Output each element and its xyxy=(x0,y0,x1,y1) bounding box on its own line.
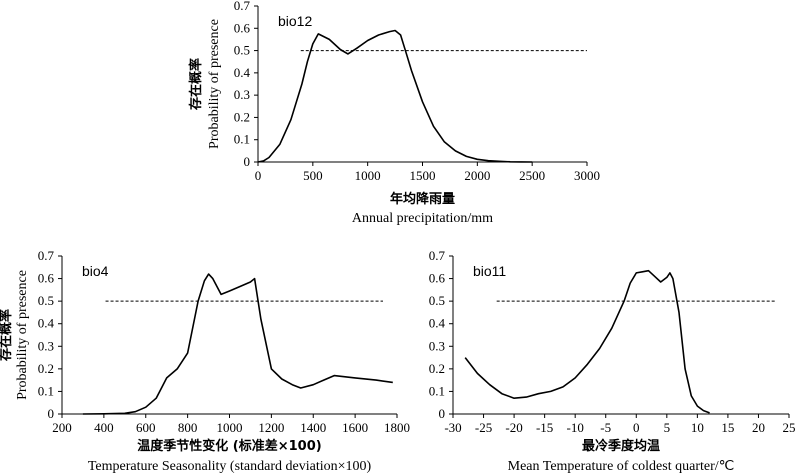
y-tick-label: 0.4 xyxy=(429,316,446,331)
x-tick-label: 200 xyxy=(52,420,72,435)
x-tick-label: 2000 xyxy=(464,168,490,183)
chart-panel-bio12: 0 0.1 0.2 0.3 0.4 0.5 0.6 0.7 0 500 1000 1500 2000 25… xyxy=(188,0,600,226)
x-axis-label: Annual precipitation/mm xyxy=(352,211,493,226)
y-tick-label: 0.3 xyxy=(429,338,445,353)
y-tick-label: 0 xyxy=(48,406,55,421)
y-tick-label: 0.7 xyxy=(234,0,251,13)
x-axis-label-cn: 年均降雨量 xyxy=(390,191,455,207)
x-tick-label: 5 xyxy=(664,420,671,435)
x-axis-label-cn: 温度季节性变化 (标准差×100) xyxy=(137,438,321,454)
x-tick-label: 1000 xyxy=(355,168,381,183)
y-axis-label: Probability of presence xyxy=(207,19,222,149)
y-tick-label: 0.2 xyxy=(429,361,445,376)
chart-panel-bio11: 0 0.1 0.2 0.3 0.4 0.5 0.6 0.7 -30 -25 -20 -15 -10 -5 0… xyxy=(429,248,796,474)
x-axis-label: Temperature Seasonality (standard deviat… xyxy=(88,459,372,474)
x-tick-label: 1200 xyxy=(258,420,284,435)
x-tick-label: 1800 xyxy=(384,420,410,435)
y-tick-label: 0.2 xyxy=(234,109,250,124)
y-tick-label: 0 xyxy=(244,154,251,169)
y-axis-label-cn: 存在概率 xyxy=(0,309,14,361)
y-tick-label: 0.6 xyxy=(234,20,251,35)
x-tick-label: 1600 xyxy=(342,420,368,435)
x-tick-label: 500 xyxy=(303,168,323,183)
x-tick-label: 2500 xyxy=(519,168,545,183)
x-tick-label: 3000 xyxy=(574,168,600,183)
y-tick-label: 0.6 xyxy=(429,271,446,286)
x-tick-label: -10 xyxy=(567,420,584,435)
x-axis-label: Mean Temperature of coldest quarter/℃ xyxy=(508,459,735,474)
x-tick-label: -30 xyxy=(444,420,461,435)
x-tick-label: 15 xyxy=(721,420,734,435)
x-tick-label: 0 xyxy=(255,168,262,183)
y-tick-label: 0.1 xyxy=(38,383,54,398)
x-tick-label: 1500 xyxy=(410,168,436,183)
y-tick-label: 0.6 xyxy=(38,271,55,286)
x-tick-label: 25 xyxy=(783,420,796,435)
y-tick-label: 0.1 xyxy=(234,132,250,147)
y-tick-label: 0.3 xyxy=(38,338,54,353)
y-tick-label: 0.7 xyxy=(38,248,55,263)
x-tick-label: 1000 xyxy=(217,420,243,435)
panel-title: bio12 xyxy=(278,13,312,29)
y-tick-label: 0.3 xyxy=(234,87,250,102)
response-curve xyxy=(464,269,710,414)
y-tick-label: 0.4 xyxy=(38,316,55,331)
x-tick-label: -25 xyxy=(475,420,492,435)
y-tick-label: 0.4 xyxy=(234,65,251,80)
y-tick-label: 0.2 xyxy=(38,361,54,376)
y-tick-label: 0.5 xyxy=(234,43,250,58)
x-tick-label: 600 xyxy=(136,420,156,435)
y-tick-label: 0 xyxy=(439,406,446,421)
y-tick-label: 0.5 xyxy=(429,293,445,308)
y-axis-label-cn: 存在概率 xyxy=(188,58,204,110)
x-tick-label: -5 xyxy=(600,420,611,435)
x-axis-label-cn: 最冷季度均温 xyxy=(582,438,660,454)
y-tick-label: 0.5 xyxy=(38,293,54,308)
y-tick-label: 0.1 xyxy=(429,383,445,398)
x-tick-label: 10 xyxy=(691,420,704,435)
response-curve xyxy=(82,273,393,415)
y-axis-label: Probability of presence xyxy=(15,270,30,400)
y-tick-label: 0.7 xyxy=(429,248,446,263)
x-tick-label: 20 xyxy=(752,420,765,435)
x-tick-label: -15 xyxy=(536,420,553,435)
x-tick-label: 400 xyxy=(94,420,114,435)
chart-panel-bio4: 0 0.1 0.2 0.3 0.4 0.5 0.6 0.7 200 400 600 800 1000 12… xyxy=(0,248,410,474)
panel-title: bio11 xyxy=(473,263,506,279)
x-tick-label: 1400 xyxy=(300,420,326,435)
panel-title: bio4 xyxy=(82,263,109,279)
x-tick-label: 0 xyxy=(633,420,640,435)
x-tick-label: 800 xyxy=(178,420,198,435)
response-curve xyxy=(257,29,533,163)
x-tick-label: -20 xyxy=(505,420,522,435)
